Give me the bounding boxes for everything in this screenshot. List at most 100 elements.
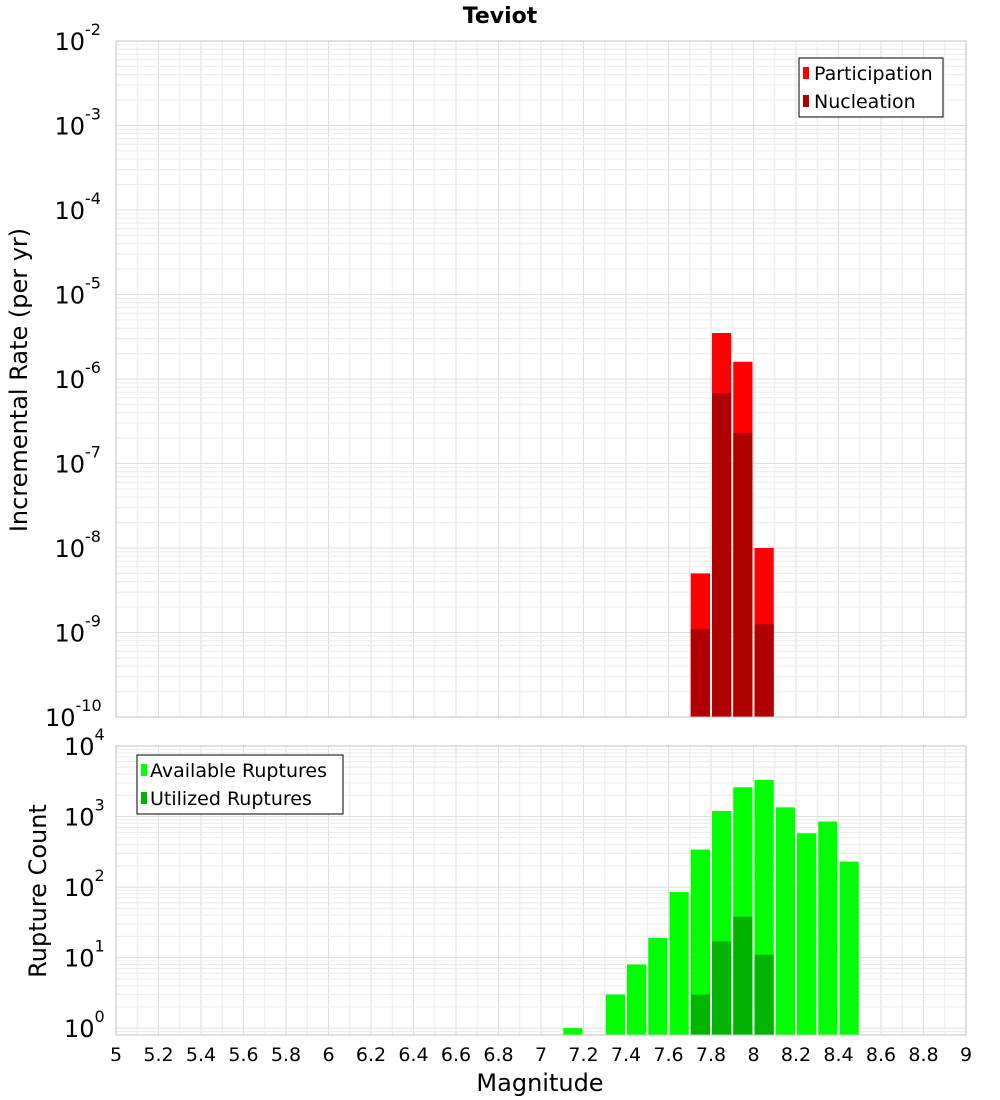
available-bar [818,821,838,1035]
y-tick-exponent: 3 [95,796,105,815]
x-tick-label: 7 [535,1044,547,1066]
y-tick-exponent: 1 [95,937,105,956]
y-tick-exponent: 2 [95,866,105,885]
nucleation-bar [690,629,710,717]
rate-y-tick-label: 10 -10 [45,696,102,732]
rate-y-tick-label: 10 -3 [54,105,101,141]
rate-legend: Participation Nucleation [798,57,944,118]
y-tick-exponent: -5 [85,274,101,293]
x-tick-label: 6.8 [483,1044,513,1066]
y-tick-exponent: -10 [76,696,102,715]
x-tick-label: 5 [110,1044,122,1066]
rate-y-tick-label: 10 -9 [54,612,101,648]
y-tick-base: 10 [54,282,85,310]
x-tick-label: 5.2 [143,1044,173,1066]
x-tick-label: 5.4 [186,1044,216,1066]
y-tick-exponent: -9 [85,612,101,631]
x-tick-label: 5.8 [271,1044,301,1066]
x-tick-label: 6.4 [398,1044,428,1066]
available-swatch [141,764,147,776]
y-tick-base: 10 [64,733,95,761]
utilized-legend-label: Utilized Ruptures [150,788,312,810]
available-bar [669,892,689,1035]
rate-bars [690,333,774,717]
y-tick-base: 10 [64,804,95,832]
x-tick-label: 7.6 [653,1044,683,1066]
available-bar [690,849,710,1035]
count-legend-box [136,754,344,815]
y-tick-base: 10 [54,28,85,56]
x-tick-label: 7.2 [568,1044,598,1066]
rate-y-tick-label: 10 -5 [54,274,101,310]
y-tick-exponent: 4 [95,725,105,744]
available-bar [839,861,859,1035]
x-tick-label: 7.8 [696,1044,726,1066]
x-tick-label: 6.6 [441,1044,471,1066]
y-tick-base: 10 [64,1015,95,1043]
available-legend-label: Available Ruptures [150,760,327,782]
y-tick-base: 10 [54,535,85,563]
utilized-bar [754,954,774,1035]
y-tick-base: 10 [64,945,95,973]
nucleation-bar [733,432,753,717]
y-tick-exponent: 0 [95,1007,105,1026]
nucleation-bar [712,393,732,717]
rate-legend-box [798,57,944,118]
x-tick-labels: 5 5.2 5.4 5.6 5.8 6 6.2 6.4 6.6 6.8 7 7.2 7.4 7.6 7.8 8… [110,1044,972,1066]
y-tick-base: 10 [54,113,85,141]
x-tick-label: 6 [322,1044,334,1066]
nucleation-bar [754,624,774,717]
participation-swatch [803,67,809,79]
rate-y-tick-label: 10 -8 [54,527,101,563]
chart-title: Teviot [463,4,538,29]
y-tick-base: 10 [54,197,85,225]
participation-legend-label: Participation [814,63,933,85]
count-y-tick-label: 10 0 [64,1007,105,1043]
x-tick-label: 6.2 [356,1044,386,1066]
count-y-axis-label: Rupture Count [24,804,52,978]
utilized-bar [690,994,710,1035]
utilized-bar [733,916,753,1035]
x-tick-label: 8.4 [823,1044,853,1066]
y-tick-base: 10 [54,620,85,648]
utilized-bar [712,941,732,1035]
y-tick-exponent: -3 [85,105,101,124]
available-bar [775,807,795,1035]
count-y-tick-label: 10 4 [64,725,105,761]
rate-y-tick-label: 10 -4 [54,189,101,225]
rate-y-axis-label: Incremental Rate (per yr) [5,228,33,532]
count-plot-frame [115,745,967,1036]
nucleation-swatch [803,95,809,107]
x-tick-label: 5.6 [228,1044,258,1066]
count-legend: Available Ruptures Utilized Ruptures [136,754,344,815]
nucleation-legend-label: Nucleation [814,91,916,113]
x-tick-label: 8.8 [908,1044,938,1066]
count-bars [563,779,859,1035]
available-bar [648,937,668,1035]
available-bar [563,1028,583,1035]
x-tick-label: 8.6 [866,1044,896,1066]
y-tick-exponent: -6 [85,358,101,377]
rate-gridlines [115,40,967,718]
rate-y-tick-label: 10 -2 [54,20,101,56]
utilized-swatch [141,792,147,804]
y-tick-base: 10 [45,704,76,732]
y-tick-base: 10 [54,366,85,394]
x-axis-label: Magnitude [476,1069,603,1097]
y-tick-base: 10 [64,874,95,902]
y-tick-base: 10 [54,451,85,479]
available-bar [627,964,647,1035]
available-bar [797,833,817,1035]
y-tick-exponent: -7 [85,443,101,462]
rate-y-tick-label: 10 -6 [54,358,101,394]
y-tick-exponent: -4 [85,189,101,208]
x-tick-label: 7.4 [611,1044,641,1066]
count-y-tick-label: 10 1 [64,937,105,973]
x-tick-label: 8.2 [781,1044,811,1066]
rate-plot-frame [115,40,967,718]
